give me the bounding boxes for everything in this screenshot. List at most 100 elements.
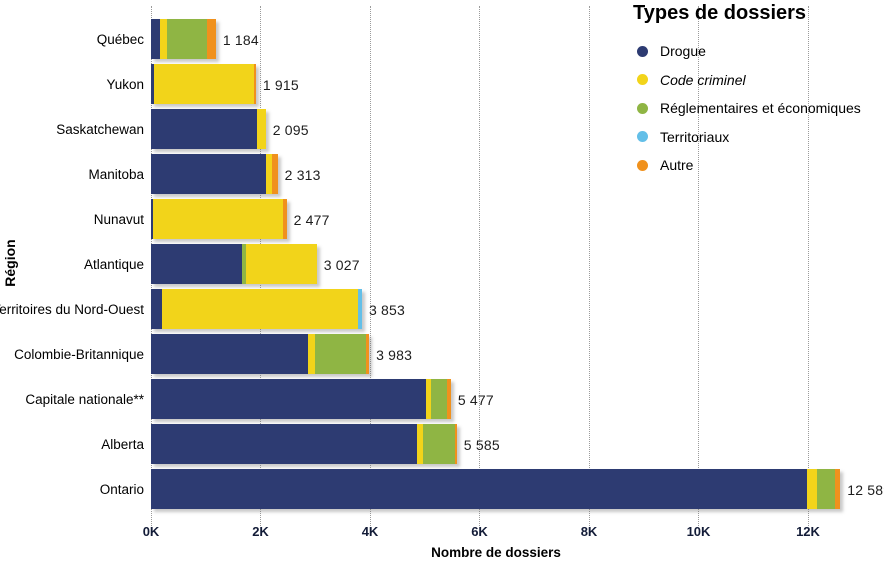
bar-segment-code_criminel [417, 424, 424, 464]
bar-segment-code_criminel [807, 469, 817, 509]
category-label: Alberta [101, 437, 144, 452]
category-label: Atlantique [83, 257, 144, 272]
bar-segment-code_criminel [153, 199, 284, 239]
bar-value-label: 2 477 [293, 211, 330, 228]
legend-item-label: Territoriaux [660, 128, 730, 145]
stacked-bar [151, 199, 287, 239]
reglementaires-legend-dot-icon [637, 102, 648, 114]
x-tick-label: 0K [142, 524, 160, 539]
bar-segment-territoriaux [357, 289, 362, 329]
legend-item-label: Autre [660, 157, 694, 174]
legend-item-label: Code criminel [660, 71, 746, 88]
bar-segment-autre [207, 19, 216, 59]
stacked-bar [151, 244, 317, 284]
bar-row: Manitoba 2 313 [0, 152, 884, 197]
bar-segment-drogue [151, 334, 309, 374]
legend-items: Drogue Code criminel Réglementaires et éco… [633, 37, 884, 180]
stacked-bar [151, 19, 216, 59]
category-label: Ontario [99, 482, 144, 497]
bar-segment-code_criminel [266, 154, 273, 194]
stacked-bar [151, 424, 457, 464]
x-tick-label: 12K [796, 524, 820, 539]
territoriaux-legend-dot-icon [637, 131, 648, 143]
bar-segment-drogue [151, 379, 426, 419]
code_criminel-legend-dot-icon [637, 74, 648, 86]
bar-row: Atlantique 3 027 [0, 242, 884, 287]
x-tick-label: 2K [252, 524, 269, 539]
stacked-bar [151, 469, 841, 509]
bar-value-label: 3 027 [323, 256, 360, 273]
bar-segment-drogue [151, 64, 154, 104]
bar-segment-reglementaires [167, 19, 208, 59]
category-label: Territoires du Nord-Ouest [0, 302, 144, 317]
legend-item-reglementaires: Réglementaires et économiques [633, 94, 884, 123]
legend-item-label: Drogue [660, 43, 706, 60]
category-label: Manitoba [88, 167, 144, 182]
bar-row: Territoires du Nord-Ouest 3 853 [0, 287, 884, 332]
bar-segment-drogue [151, 19, 160, 59]
legend-item-code_criminel: Code criminel [633, 66, 884, 95]
bar-segment-autre [834, 469, 841, 509]
bar-segment-autre [272, 154, 278, 194]
bar-value-label: 5 477 [457, 391, 494, 408]
gridline-12K [807, 6, 809, 526]
bar-segment-reglementaires [431, 379, 448, 419]
autre-legend-dot-icon [637, 159, 648, 171]
legend-item-drogue: Drogue [633, 37, 884, 66]
category-label: Colombie-Britannique [14, 347, 144, 362]
bar-value-label: 3 853 [368, 301, 405, 318]
bar-value-label: 3 983 [376, 346, 413, 363]
category-label: Nunavut [93, 212, 144, 227]
x-tick-label: 8K [580, 524, 598, 539]
category-label: Saskatchewan [56, 122, 144, 137]
stacked-bar [151, 334, 370, 374]
gridline-10K [698, 6, 699, 526]
bar-segment-drogue [151, 154, 267, 194]
category-label: Capitale nationale** [25, 392, 144, 407]
x-tick-labels: 0K 2K 4K 6K 8K 10K 12K [0, 524, 884, 542]
bar-segment-autre [447, 379, 451, 419]
bar-row: Colombie-Britannique 3 983 [0, 332, 884, 377]
gridline-8K [588, 6, 590, 526]
bar-segment-drogue [151, 289, 162, 329]
bar-row: Alberta 5 585 [0, 422, 884, 467]
bar-segment-autre [253, 64, 256, 104]
bar-segment-autre [283, 199, 287, 239]
bar-value-label: 5 585 [463, 436, 500, 453]
x-tick-label: 4K [361, 524, 379, 539]
bar-segment-code_criminel [159, 19, 168, 59]
x-tick-label: 10K [686, 524, 711, 539]
bar-value-label: 1 915 [262, 76, 299, 93]
bar-segment-reglementaires [423, 424, 455, 464]
category-label: Yukon [106, 77, 144, 92]
bar-segment-code_criminel [256, 109, 266, 149]
stacked-bar [151, 289, 362, 329]
bar-segment-reglementaires [241, 244, 246, 284]
bar-segment-reglementaires [315, 334, 367, 374]
stacked-bar [151, 379, 451, 419]
legend-item-label: Réglementaires et économiques [660, 100, 861, 117]
x-axis-title: Nombre de dossiers [431, 545, 561, 560]
bar-value-label: 2 313 [284, 166, 321, 183]
category-label: Québec [96, 32, 144, 47]
x-tick-label: 6K [471, 524, 488, 539]
stacked-bar [151, 154, 278, 194]
bar-row: Saskatchewan 2 095 [0, 107, 884, 152]
bar-segment-code_criminel [154, 64, 254, 104]
bar-segment-code_criminel [425, 379, 432, 419]
bar-segment-autre [454, 424, 457, 464]
bar-value-label: 12 589 [847, 481, 884, 498]
bar-segment-drogue [151, 469, 808, 509]
bar-segment-drogue [151, 424, 418, 464]
legend-item-autre: Autre [633, 151, 884, 180]
legend-item-territoriaux: Territoriaux [633, 123, 884, 152]
bar-row: Ontario 12 589 [0, 467, 884, 512]
bar-row: Québec 1 184 [0, 17, 884, 62]
bar-value-label: 1 184 [222, 31, 259, 48]
bar-segment-drogue [151, 109, 257, 149]
bar-value-label: 2 095 [272, 121, 309, 138]
bar-segment-drogue [151, 199, 154, 239]
bar-row: Nunavut 2 477 [0, 197, 884, 242]
bar-segment-autre [366, 334, 370, 374]
